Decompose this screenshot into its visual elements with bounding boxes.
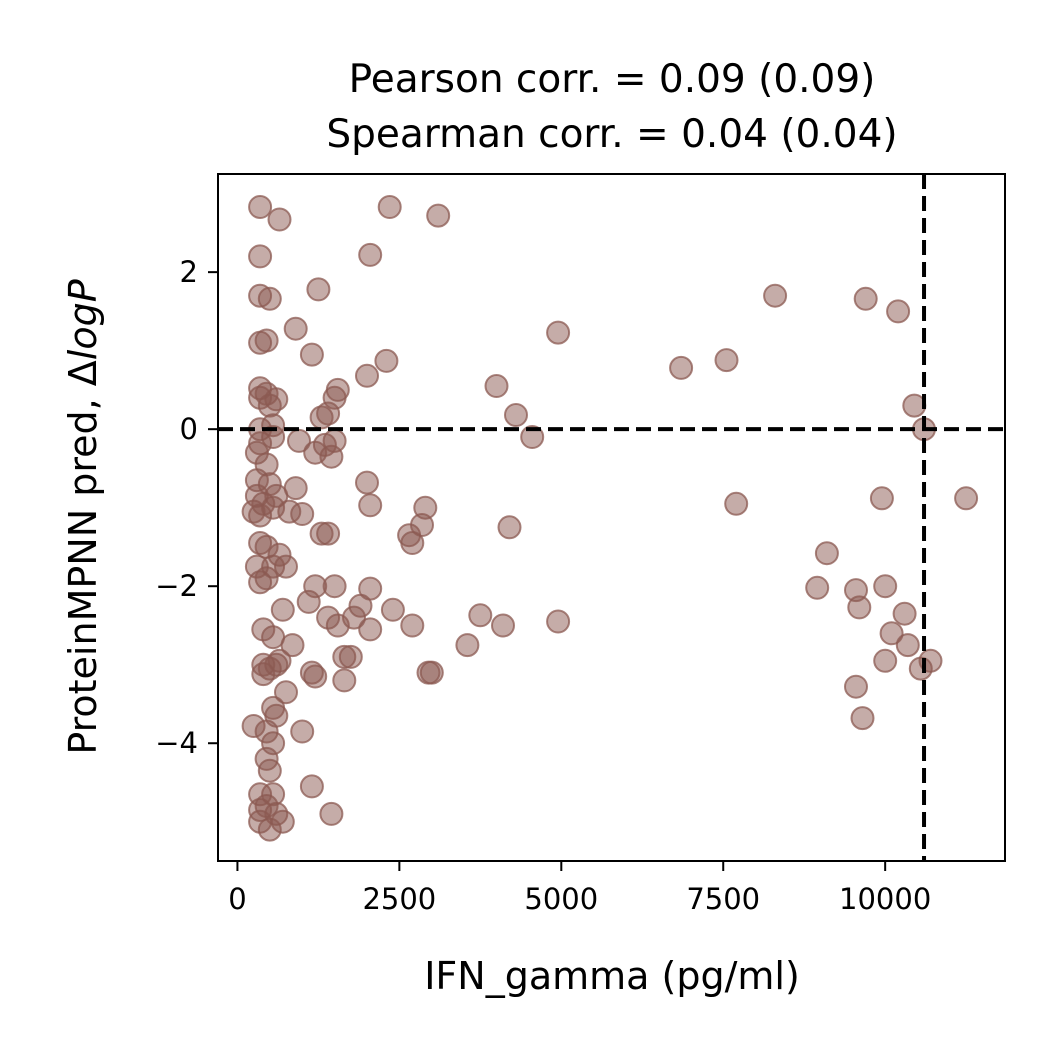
- chart-title-line-2: Spearman corr. = 0.04 (0.04): [326, 112, 897, 157]
- data-point: [358, 242, 383, 267]
- data-point: [468, 603, 493, 628]
- data-point: [283, 316, 308, 341]
- data-point: [869, 486, 894, 511]
- data-point: [338, 644, 363, 669]
- data-point: [257, 286, 282, 311]
- y-axis-label-prefix: ProteinMPNN pred, Δ: [61, 360, 105, 754]
- data-point: [316, 605, 341, 630]
- x-axis-ticks: 0 2500 5000 7500 10000: [228, 861, 931, 916]
- x-tick-label: 2500: [362, 882, 436, 916]
- data-point: [873, 574, 898, 599]
- data-point: [358, 493, 383, 518]
- data-point: [274, 554, 298, 579]
- reference-lines: [218, 174, 1005, 861]
- data-point: [413, 495, 438, 520]
- data-point: [847, 595, 872, 620]
- x-tick-label: 10000: [839, 882, 931, 916]
- data-point: [886, 299, 911, 324]
- y-tick-label: −4: [155, 726, 198, 760]
- data-point: [257, 758, 282, 783]
- data-point: [303, 664, 328, 689]
- data-point: [248, 195, 273, 219]
- plot-area-frame: [217, 173, 1006, 862]
- x-tick-label: 5000: [524, 882, 598, 916]
- data-point: [895, 633, 920, 658]
- data-point: [380, 597, 405, 622]
- data-point: [296, 589, 321, 614]
- x-axis-label: IFN_gamma (pg/ml): [424, 954, 800, 998]
- data-point: [280, 633, 305, 658]
- data-point: [850, 706, 875, 731]
- data-point: [270, 597, 295, 622]
- data-point: [426, 203, 451, 228]
- data-point: [248, 570, 273, 595]
- data-point: [342, 605, 366, 630]
- data-point: [954, 486, 979, 511]
- data-points: [241, 195, 979, 842]
- data-point: [805, 575, 830, 600]
- x-tick-label: 0: [228, 882, 246, 916]
- data-point: [546, 609, 571, 634]
- data-point: [724, 491, 749, 516]
- data-point: [254, 328, 279, 353]
- data-point: [322, 428, 347, 453]
- data-point: [455, 633, 480, 658]
- data-point: [248, 244, 273, 269]
- data-point: [491, 613, 515, 638]
- y-axis-ticks: 2 0 −2 −4: [155, 255, 218, 760]
- data-point: [316, 401, 341, 426]
- data-point: [484, 374, 509, 398]
- y-tick-label: 0: [180, 412, 198, 446]
- data-point: [419, 660, 444, 685]
- data-point: [879, 621, 904, 646]
- data-point: [299, 774, 324, 799]
- data-point: [325, 377, 350, 402]
- data-point: [504, 403, 528, 427]
- data-point: [844, 674, 868, 699]
- data-point: [319, 801, 344, 826]
- data-point: [267, 207, 292, 232]
- y-axis-label: ProteinMPNN pred, ΔlogP: [61, 279, 105, 754]
- data-point: [355, 363, 379, 388]
- data-point: [283, 476, 308, 501]
- data-point: [669, 355, 694, 380]
- data-point: [274, 680, 298, 705]
- data-point: [299, 342, 324, 367]
- data-point: [332, 668, 357, 693]
- data-point: [322, 574, 347, 599]
- data-point: [763, 283, 788, 308]
- y-tick-label: 2: [180, 255, 198, 289]
- data-point: [270, 809, 295, 834]
- data-point: [358, 617, 383, 642]
- data-point: [400, 613, 425, 638]
- data-point: [497, 515, 522, 540]
- data-point: [377, 195, 402, 219]
- data-point: [290, 502, 315, 526]
- y-axis-label-italic: logP: [61, 279, 105, 360]
- data-point: [257, 393, 282, 418]
- data-point: [814, 541, 839, 566]
- y-tick-label: −2: [155, 569, 198, 603]
- x-tick-label: 7500: [686, 882, 760, 916]
- data-point: [714, 348, 739, 373]
- data-point: [546, 320, 571, 345]
- data-point: [290, 719, 315, 744]
- data-point: [261, 425, 286, 449]
- data-point: [902, 393, 927, 418]
- data-point: [355, 470, 379, 495]
- chart-title-line-1: Pearson corr. = 0.09 (0.09): [349, 57, 876, 102]
- data-point: [306, 277, 331, 302]
- data-point: [316, 521, 341, 546]
- data-point: [892, 601, 917, 626]
- data-point: [520, 425, 545, 449]
- data-point: [853, 286, 878, 311]
- data-point: [264, 652, 289, 677]
- data-point: [374, 348, 399, 373]
- data-point: [873, 648, 898, 673]
